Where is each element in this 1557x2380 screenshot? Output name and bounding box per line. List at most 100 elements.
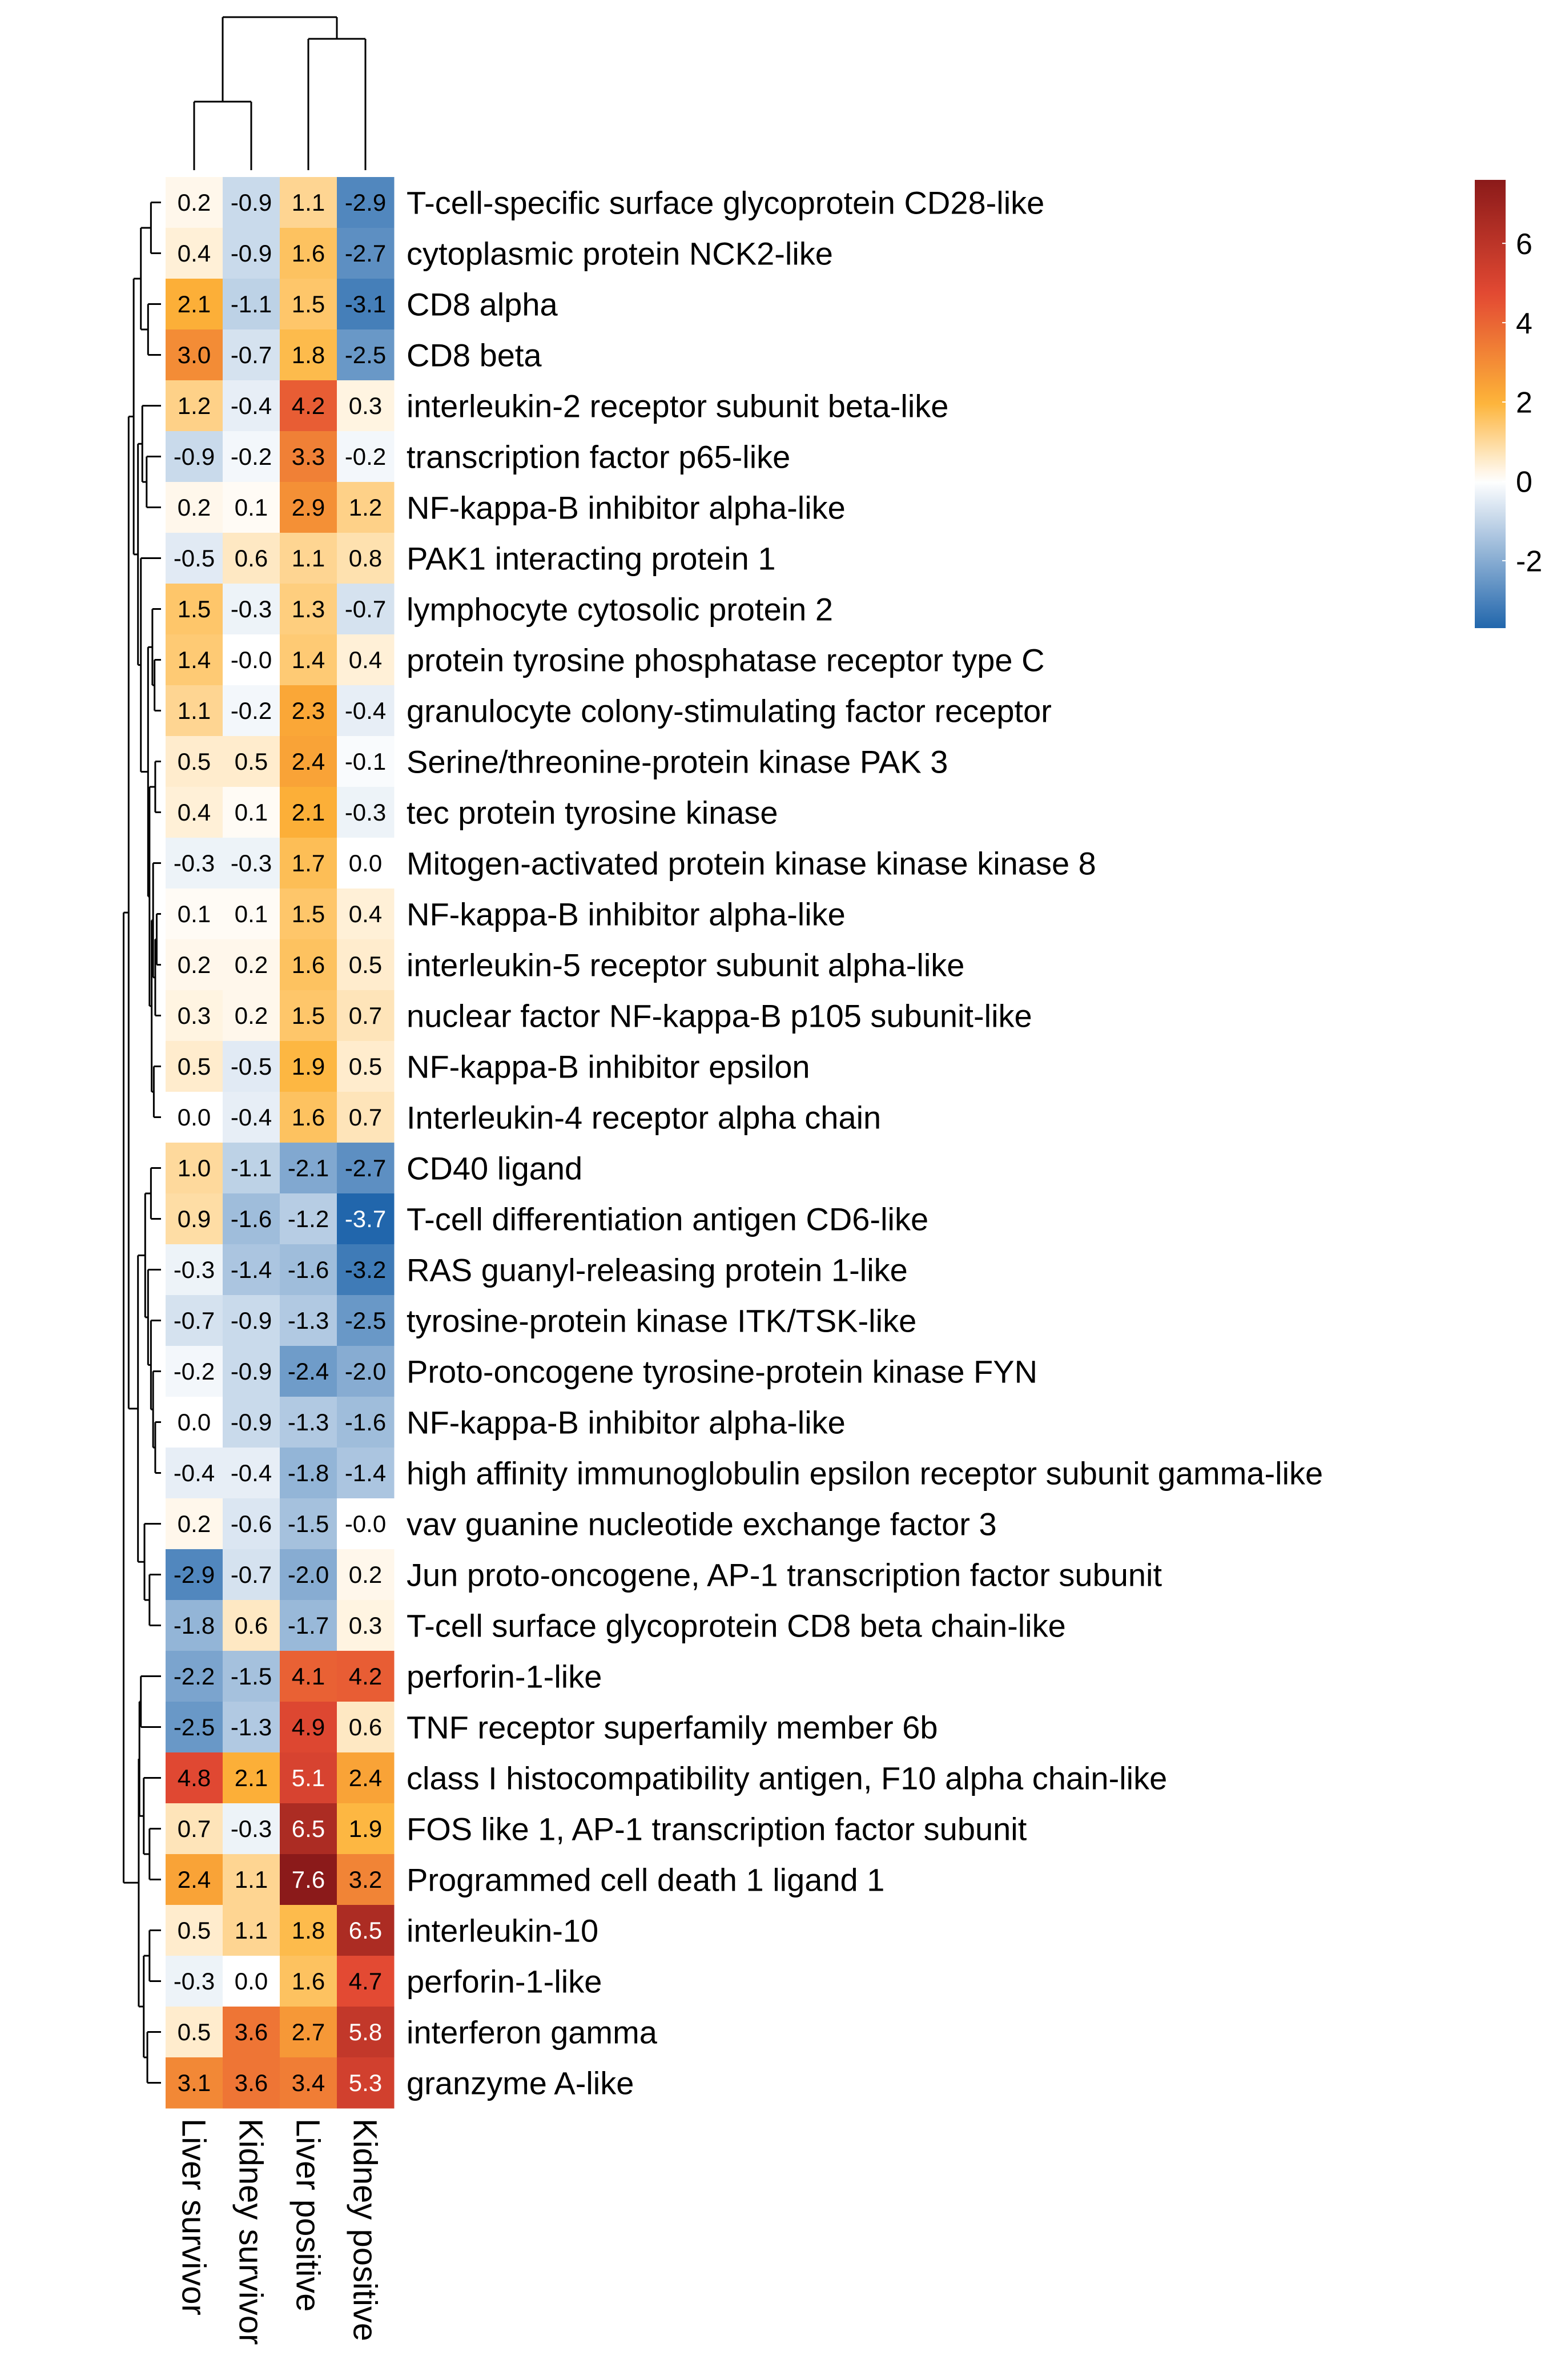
- row-label: PAK1 interacting protein 1: [407, 541, 775, 577]
- cell-value-label: 5.8: [349, 2019, 382, 2045]
- row-label: NF-kappa-B inhibitor alpha-like: [407, 490, 846, 526]
- heatmap-cell: [280, 329, 337, 381]
- row-label: Proto-oncogene tyrosine-protein kinase F…: [407, 1354, 1037, 1390]
- cell-value-label: -2.5: [174, 1714, 215, 1740]
- heatmap-cell: [337, 634, 395, 686]
- row-label: Mitogen-activated protein kinase kinase …: [407, 846, 1096, 882]
- heatmap-cell: [166, 1549, 223, 1601]
- row-label: CD8 alpha: [407, 287, 558, 323]
- heatmap-cell: [337, 228, 395, 279]
- heatmap-cell: [166, 685, 223, 737]
- cell-value-label: -1.1: [231, 291, 272, 317]
- heatmap-cell: [280, 1346, 337, 1397]
- heatmap-cell: [337, 431, 395, 483]
- heatmap-cell: [166, 939, 223, 991]
- heatmap-cell: [166, 482, 223, 533]
- heatmap-cell: [280, 177, 337, 228]
- heatmap-cell: [223, 2057, 280, 2109]
- heatmap-cell: [223, 533, 280, 584]
- heatmap-cell: [337, 1651, 395, 1702]
- cell-value-label: 0.0: [235, 1968, 268, 1995]
- heatmap-cell: [280, 1549, 337, 1601]
- cell-value-label: 2.7: [292, 2019, 325, 2045]
- row-label: tyrosine-protein kinase ITK/TSK-like: [407, 1303, 916, 1339]
- heatmap-cell: [166, 228, 223, 279]
- heatmap-cell: [280, 1295, 337, 1346]
- heatmap-cell: [166, 329, 223, 381]
- row-label: CD40 ligand: [407, 1151, 582, 1187]
- cell-value-label: -0.3: [174, 1968, 215, 1995]
- cell-value-label: 2.1: [235, 1764, 268, 1791]
- cell-value-label: -0.4: [231, 392, 272, 419]
- cell-value-label: -0.7: [231, 341, 272, 368]
- cell-value-label: 1.6: [292, 1104, 325, 1131]
- heatmap-cell: [166, 2057, 223, 2109]
- cell-value-label: 1.6: [292, 240, 325, 267]
- cell-value-label: 0.1: [235, 900, 268, 927]
- cell-value-label: 0.5: [349, 1053, 382, 1080]
- heatmap-cell: [280, 1905, 337, 1956]
- heatmap-cell: [223, 1143, 280, 1194]
- column-label: Liver positive: [289, 2118, 327, 2311]
- heatmap-cell: [223, 1600, 280, 1651]
- cell-value-label: -2.1: [288, 1155, 329, 1181]
- cell-value-label: -0.3: [174, 850, 215, 877]
- cell-value-label: 0.7: [349, 1104, 382, 1131]
- heatmap-cell: [166, 1448, 223, 1499]
- cell-value-label: 3.6: [235, 2069, 268, 2096]
- heatmap-cell: [337, 1854, 395, 1905]
- cell-value-label: 0.0: [178, 1409, 211, 1436]
- heatmap-cell: [280, 1448, 337, 1499]
- heatmap-cell: [223, 990, 280, 1042]
- row-label: interleukin-2 receptor subunit beta-like: [407, 388, 948, 424]
- cell-value-label: 0.7: [178, 1815, 211, 1842]
- cell-value-label: 0.5: [235, 748, 268, 775]
- cell-value-label: 4.8: [178, 1764, 211, 1791]
- heatmap-cell: [166, 1295, 223, 1346]
- row-label: nuclear factor NF-kappa-B p105 subunit-l…: [407, 998, 1032, 1034]
- heatmap-cell: [223, 1752, 280, 1804]
- heatmap-cell: [337, 1905, 395, 1956]
- heatmap-cell: [166, 1905, 223, 1956]
- cell-value-label: -0.6: [231, 1510, 272, 1537]
- cell-value-label: 0.5: [178, 1053, 211, 1080]
- cell-value-label: -0.3: [231, 850, 272, 877]
- row-label: granulocyte colony-stimulating factor re…: [407, 693, 1052, 729]
- heatmap-cell: [166, 1498, 223, 1550]
- cell-value-label: -0.0: [231, 646, 272, 673]
- cell-value-label: 1.1: [292, 545, 325, 572]
- heatmap-cell: [223, 1651, 280, 1702]
- cell-value-label: 0.2: [235, 1002, 268, 1029]
- row-label: high affinity immunoglobulin epsilon rec…: [407, 1456, 1323, 1491]
- heatmap-cell: [166, 177, 223, 228]
- heatmap-cell: [223, 1346, 280, 1397]
- heatmap-cell: [166, 634, 223, 686]
- cell-value-label: -1.3: [231, 1714, 272, 1740]
- row-label: NF-kappa-B inhibitor alpha-like: [407, 896, 846, 932]
- heatmap-cell: [166, 1041, 223, 1092]
- heatmap-cell: [337, 2057, 395, 2109]
- cell-value-label: 0.6: [349, 1714, 382, 1740]
- heatmap-cell: [337, 1498, 395, 1550]
- cell-value-label: 2.1: [178, 291, 211, 317]
- row-label: lymphocyte cytosolic protein 2: [407, 592, 833, 628]
- cell-value-label: 1.6: [292, 1968, 325, 1995]
- row-label: class I histocompatibility antigen, F10 …: [407, 1760, 1167, 1796]
- heatmap-cell: [223, 1498, 280, 1550]
- heatmap-cell: [166, 1956, 223, 2007]
- row-label: interferon gamma: [407, 2015, 658, 2051]
- cell-value-label: -2.9: [174, 1561, 215, 1588]
- heatmap-cell: [223, 1448, 280, 1499]
- heatmap-cell: [166, 1244, 223, 1296]
- cell-value-label: 3.4: [292, 2069, 325, 2096]
- cell-value-label: 1.8: [292, 341, 325, 368]
- cell-value-label: 4.1: [292, 1663, 325, 1690]
- cell-value-label: 7.6: [292, 1866, 325, 1893]
- cell-value-label: -0.5: [174, 545, 215, 572]
- cell-value-label: 2.4: [178, 1866, 211, 1893]
- heatmap-cell: [223, 431, 280, 483]
- heatmap-cell: [337, 1092, 395, 1143]
- row-label: granzyme A-like: [407, 2065, 634, 2101]
- cell-value-label: -0.2: [231, 697, 272, 724]
